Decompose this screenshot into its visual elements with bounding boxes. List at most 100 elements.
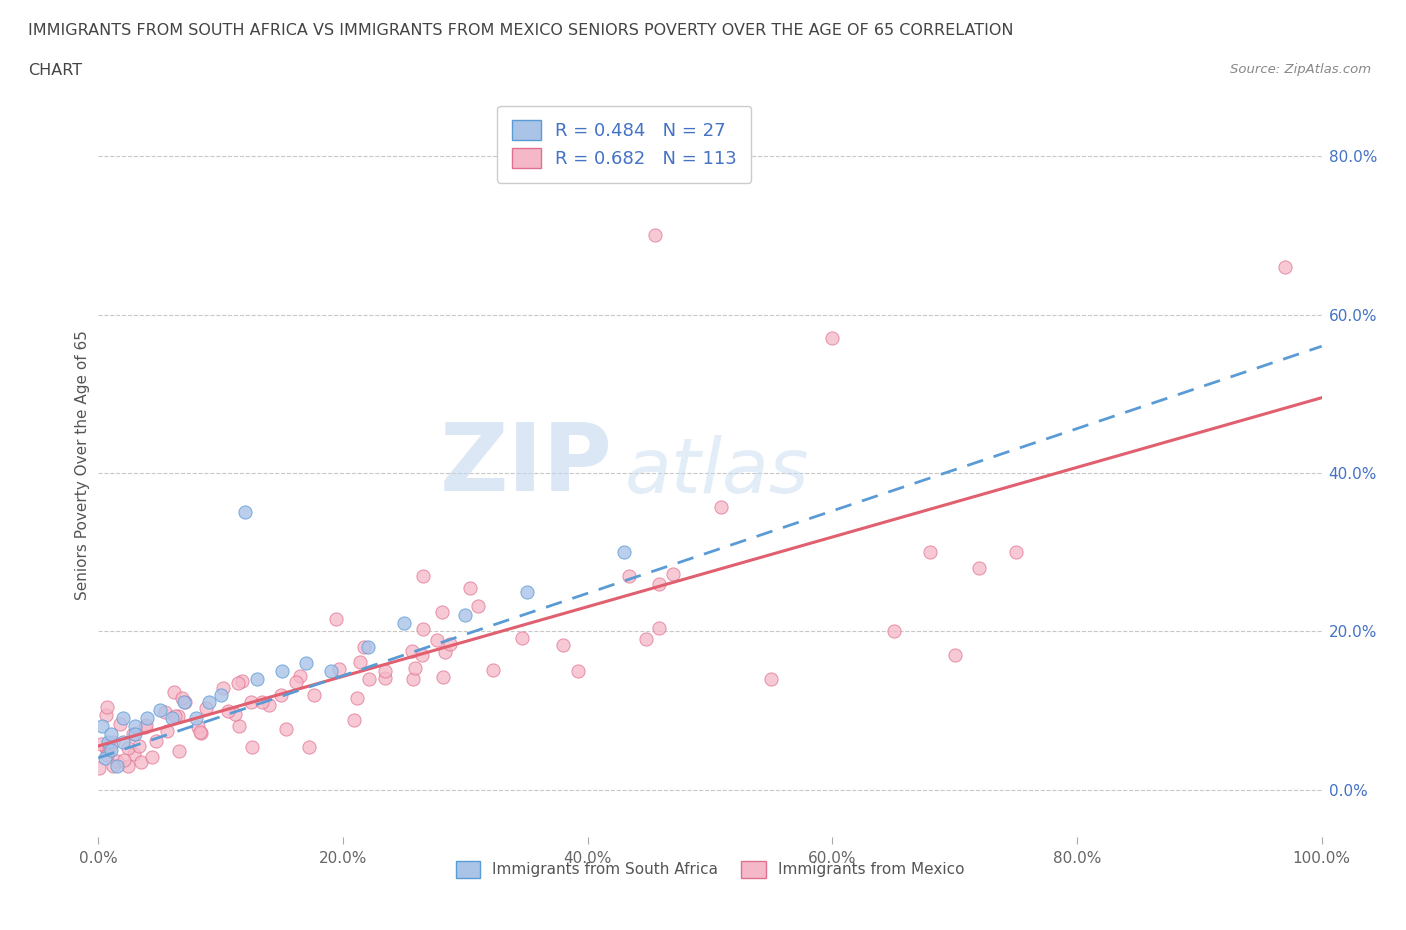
Point: [96, 748, 118, 763]
Point: [97, 741, 120, 756]
Point: [288, 669, 311, 684]
Point: [246, 671, 269, 686]
Point: [122, 746, 145, 761]
Point: [270, 687, 292, 702]
Point: [460, 581, 482, 596]
Point: [136, 711, 159, 725]
Point: [349, 655, 371, 670]
Point: [412, 568, 434, 583]
Point: [174, 695, 197, 710]
Point: [1004, 545, 1026, 560]
Point: [402, 671, 425, 686]
Point: [91, 719, 114, 734]
Point: [467, 598, 489, 613]
Point: [319, 663, 342, 678]
Point: [209, 687, 232, 702]
Point: [124, 719, 146, 734]
Point: [97, 735, 120, 750]
Point: [284, 674, 307, 689]
Point: [346, 690, 368, 705]
Text: atlas: atlas: [624, 435, 808, 510]
Point: [94, 708, 117, 723]
Point: [482, 662, 505, 677]
Point: [943, 647, 966, 662]
Point: [217, 703, 239, 718]
Point: [163, 708, 186, 723]
Point: [883, 624, 905, 639]
Point: [648, 621, 671, 636]
Point: [430, 604, 453, 619]
Point: [404, 661, 426, 676]
Point: [90, 737, 112, 751]
Point: [439, 636, 461, 651]
Y-axis label: Seniors Poverty Over the Age of 65: Seniors Poverty Over the Age of 65: [75, 330, 90, 600]
Point: [155, 724, 177, 738]
Point: [186, 711, 208, 725]
Point: [434, 645, 457, 660]
Point: [515, 584, 537, 599]
Point: [93, 751, 115, 765]
Point: [224, 707, 246, 722]
Text: CHART: CHART: [28, 63, 82, 78]
Point: [160, 711, 183, 725]
Point: [821, 331, 844, 346]
Point: [228, 718, 250, 733]
Point: [172, 691, 194, 706]
Point: [967, 561, 990, 576]
Point: [117, 741, 139, 756]
Point: [567, 663, 589, 678]
Point: [166, 709, 188, 724]
Point: [661, 566, 683, 581]
Text: Source: ZipAtlas.com: Source: ZipAtlas.com: [1230, 63, 1371, 76]
Point: [619, 568, 641, 583]
Point: [122, 726, 145, 741]
Point: [101, 759, 124, 774]
Point: [100, 742, 122, 757]
Point: [250, 695, 273, 710]
Point: [129, 754, 152, 769]
Point: [226, 676, 249, 691]
Point: [328, 661, 350, 676]
Point: [149, 703, 172, 718]
Point: [298, 739, 321, 754]
Point: [553, 637, 575, 652]
Text: IMMIGRANTS FROM SOUTH AFRICA VS IMMIGRANTS FROM MEXICO SENIORS POVERTY OVER THE : IMMIGRANTS FROM SOUTH AFRICA VS IMMIGRAN…: [28, 23, 1014, 38]
Point: [356, 640, 378, 655]
Point: [374, 671, 396, 685]
Point: [920, 545, 942, 560]
Point: [167, 744, 190, 759]
Point: [648, 577, 671, 591]
Point: [357, 672, 380, 687]
Point: [105, 758, 128, 773]
Point: [374, 663, 396, 678]
Point: [190, 724, 212, 739]
Point: [270, 663, 294, 678]
Point: [401, 644, 423, 658]
Point: [761, 671, 783, 686]
Point: [233, 505, 256, 520]
Point: [412, 621, 434, 636]
Point: [512, 631, 534, 645]
Point: [112, 752, 135, 767]
Point: [426, 632, 449, 647]
Point: [89, 761, 111, 776]
Point: [231, 673, 253, 688]
Point: [257, 698, 280, 712]
Point: [353, 639, 375, 654]
Point: [190, 725, 212, 740]
Point: [105, 753, 128, 768]
Point: [304, 688, 326, 703]
Point: [173, 695, 195, 710]
Point: [111, 711, 134, 725]
Point: [100, 726, 122, 741]
Point: [710, 500, 733, 515]
Point: [128, 738, 150, 753]
Point: [124, 726, 146, 741]
Point: [239, 695, 262, 710]
Point: [197, 695, 219, 710]
Point: [111, 735, 134, 750]
Point: [644, 228, 666, 243]
Point: [1274, 259, 1296, 274]
Point: [117, 758, 139, 773]
Point: [276, 722, 298, 737]
